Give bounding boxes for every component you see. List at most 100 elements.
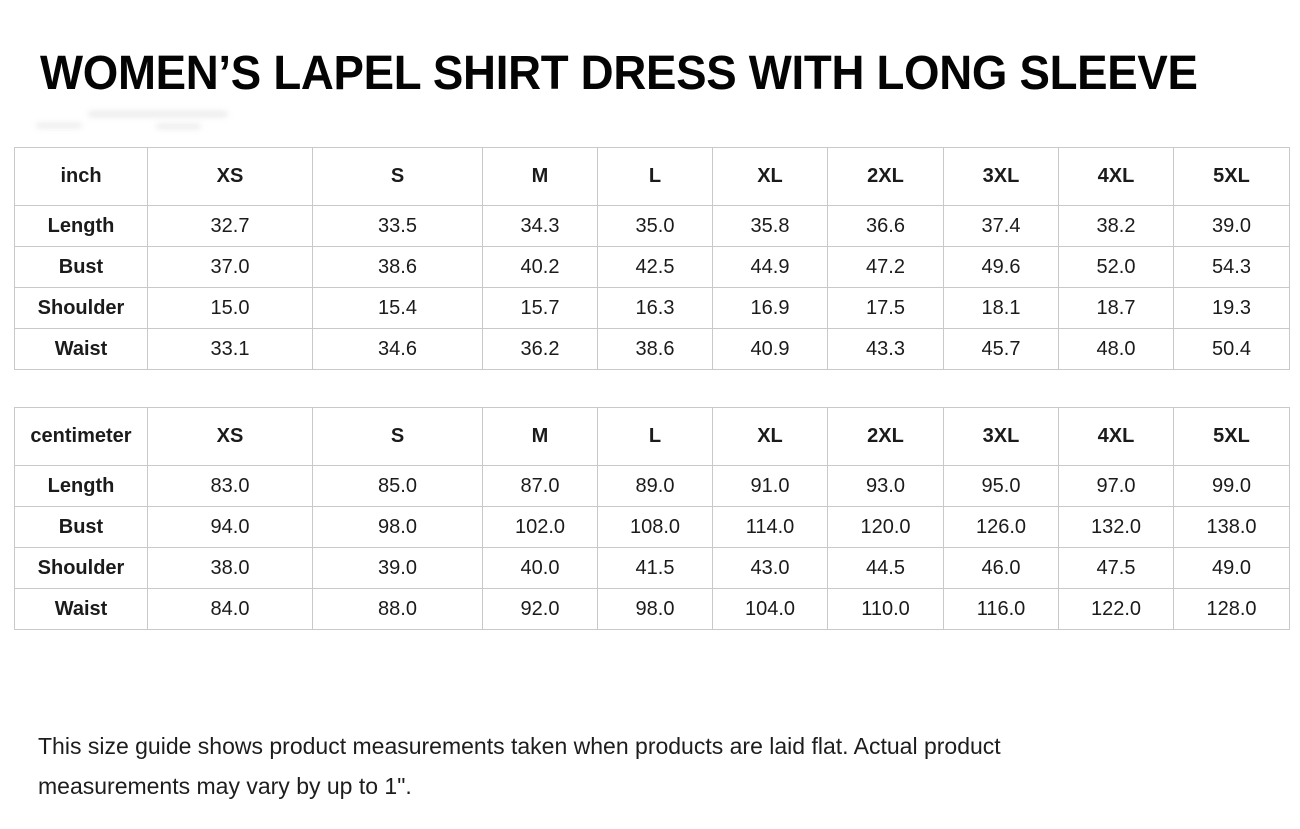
value-cell: 132.0: [1058, 506, 1174, 548]
table-header-row: inch XS S M L XL 2XL 3XL 4XL 5XL: [14, 147, 1290, 206]
value-cell: 36.2: [482, 328, 598, 370]
watermark-smudge: [156, 124, 201, 129]
value-cell: 39.0: [1173, 205, 1290, 247]
value-cell: 33.1: [147, 328, 313, 370]
table-row: Bust 37.0 38.6 40.2 42.5 44.9 47.2 49.6 …: [14, 246, 1290, 288]
value-cell: 83.0: [147, 465, 313, 507]
value-cell: 32.7: [147, 205, 313, 247]
value-cell: 39.0: [312, 547, 483, 589]
value-cell: 116.0: [943, 588, 1059, 630]
size-header-cell: XS: [147, 147, 313, 206]
table-header-row: centimeter XS S M L XL 2XL 3XL 4XL 5XL: [14, 407, 1290, 466]
table-row: Waist 84.0 88.0 92.0 98.0 104.0 110.0 11…: [14, 588, 1290, 630]
size-guide-note: This size guide shows product measuremen…: [38, 726, 1001, 806]
size-header-cell: 2XL: [827, 147, 944, 206]
value-cell: 15.7: [482, 287, 598, 329]
value-cell: 92.0: [482, 588, 598, 630]
value-cell: 102.0: [482, 506, 598, 548]
size-guide-note-line: measurements may vary by up to 1".: [38, 773, 412, 799]
size-header-cell: 4XL: [1058, 147, 1174, 206]
size-header-cell: L: [597, 147, 713, 206]
value-cell: 15.4: [312, 287, 483, 329]
value-cell: 99.0: [1173, 465, 1290, 507]
size-header-cell: L: [597, 407, 713, 466]
watermark-smudge: [88, 111, 228, 117]
value-cell: 98.0: [597, 588, 713, 630]
value-cell: 44.5: [827, 547, 944, 589]
value-cell: 98.0: [312, 506, 483, 548]
value-cell: 40.0: [482, 547, 598, 589]
watermark-smudge: [36, 123, 82, 128]
size-guide-note-line: This size guide shows product measuremen…: [38, 733, 1001, 759]
size-table-inch: inch XS S M L XL 2XL 3XL 4XL 5XL Length …: [14, 147, 1290, 370]
size-header-cell: S: [312, 147, 483, 206]
table-row: Shoulder 38.0 39.0 40.0 41.5 43.0 44.5 4…: [14, 547, 1290, 589]
unit-cell: inch: [14, 147, 148, 206]
value-cell: 45.7: [943, 328, 1059, 370]
value-cell: 42.5: [597, 246, 713, 288]
size-header-cell: 4XL: [1058, 407, 1174, 466]
table-row: Length 83.0 85.0 87.0 89.0 91.0 93.0 95.…: [14, 465, 1290, 507]
value-cell: 35.8: [712, 205, 828, 247]
value-cell: 38.6: [597, 328, 713, 370]
value-cell: 54.3: [1173, 246, 1290, 288]
size-header-cell: M: [482, 407, 598, 466]
row-label: Bust: [14, 246, 148, 288]
unit-cell: centimeter: [14, 407, 148, 466]
value-cell: 37.4: [943, 205, 1059, 247]
value-cell: 47.2: [827, 246, 944, 288]
size-header-cell: XS: [147, 407, 313, 466]
value-cell: 128.0: [1173, 588, 1290, 630]
table-row: Shoulder 15.0 15.4 15.7 16.3 16.9 17.5 1…: [14, 287, 1290, 329]
page-title: WOMEN’S LAPEL SHIRT DRESS WITH LONG SLEE…: [40, 47, 1198, 100]
table-row: Waist 33.1 34.6 36.2 38.6 40.9 43.3 45.7…: [14, 328, 1290, 370]
size-header-cell: S: [312, 407, 483, 466]
value-cell: 16.3: [597, 287, 713, 329]
row-label: Bust: [14, 506, 148, 548]
table-row: Bust 94.0 98.0 102.0 108.0 114.0 120.0 1…: [14, 506, 1290, 548]
value-cell: 40.9: [712, 328, 828, 370]
value-cell: 97.0: [1058, 465, 1174, 507]
value-cell: 84.0: [147, 588, 313, 630]
value-cell: 138.0: [1173, 506, 1290, 548]
table-row: Length 32.7 33.5 34.3 35.0 35.8 36.6 37.…: [14, 205, 1290, 247]
value-cell: 18.1: [943, 287, 1059, 329]
value-cell: 126.0: [943, 506, 1059, 548]
value-cell: 16.9: [712, 287, 828, 329]
value-cell: 94.0: [147, 506, 313, 548]
value-cell: 47.5: [1058, 547, 1174, 589]
value-cell: 36.6: [827, 205, 944, 247]
size-table-centimeter: centimeter XS S M L XL 2XL 3XL 4XL 5XL L…: [14, 407, 1290, 630]
size-header-cell: XL: [712, 147, 828, 206]
value-cell: 122.0: [1058, 588, 1174, 630]
value-cell: 38.2: [1058, 205, 1174, 247]
size-header-cell: 3XL: [943, 147, 1059, 206]
size-header-cell: M: [482, 147, 598, 206]
value-cell: 93.0: [827, 465, 944, 507]
size-header-cell: 5XL: [1173, 147, 1290, 206]
size-header-cell: 3XL: [943, 407, 1059, 466]
value-cell: 35.0: [597, 205, 713, 247]
value-cell: 87.0: [482, 465, 598, 507]
value-cell: 108.0: [597, 506, 713, 548]
value-cell: 34.6: [312, 328, 483, 370]
row-label: Shoulder: [14, 287, 148, 329]
value-cell: 43.3: [827, 328, 944, 370]
value-cell: 33.5: [312, 205, 483, 247]
value-cell: 34.3: [482, 205, 598, 247]
value-cell: 91.0: [712, 465, 828, 507]
value-cell: 120.0: [827, 506, 944, 548]
value-cell: 38.0: [147, 547, 313, 589]
value-cell: 48.0: [1058, 328, 1174, 370]
value-cell: 52.0: [1058, 246, 1174, 288]
size-header-cell: XL: [712, 407, 828, 466]
value-cell: 50.4: [1173, 328, 1290, 370]
row-label: Length: [14, 465, 148, 507]
value-cell: 38.6: [312, 246, 483, 288]
value-cell: 95.0: [943, 465, 1059, 507]
value-cell: 85.0: [312, 465, 483, 507]
row-label: Shoulder: [14, 547, 148, 589]
value-cell: 88.0: [312, 588, 483, 630]
row-label: Length: [14, 205, 148, 247]
size-header-cell: 2XL: [827, 407, 944, 466]
